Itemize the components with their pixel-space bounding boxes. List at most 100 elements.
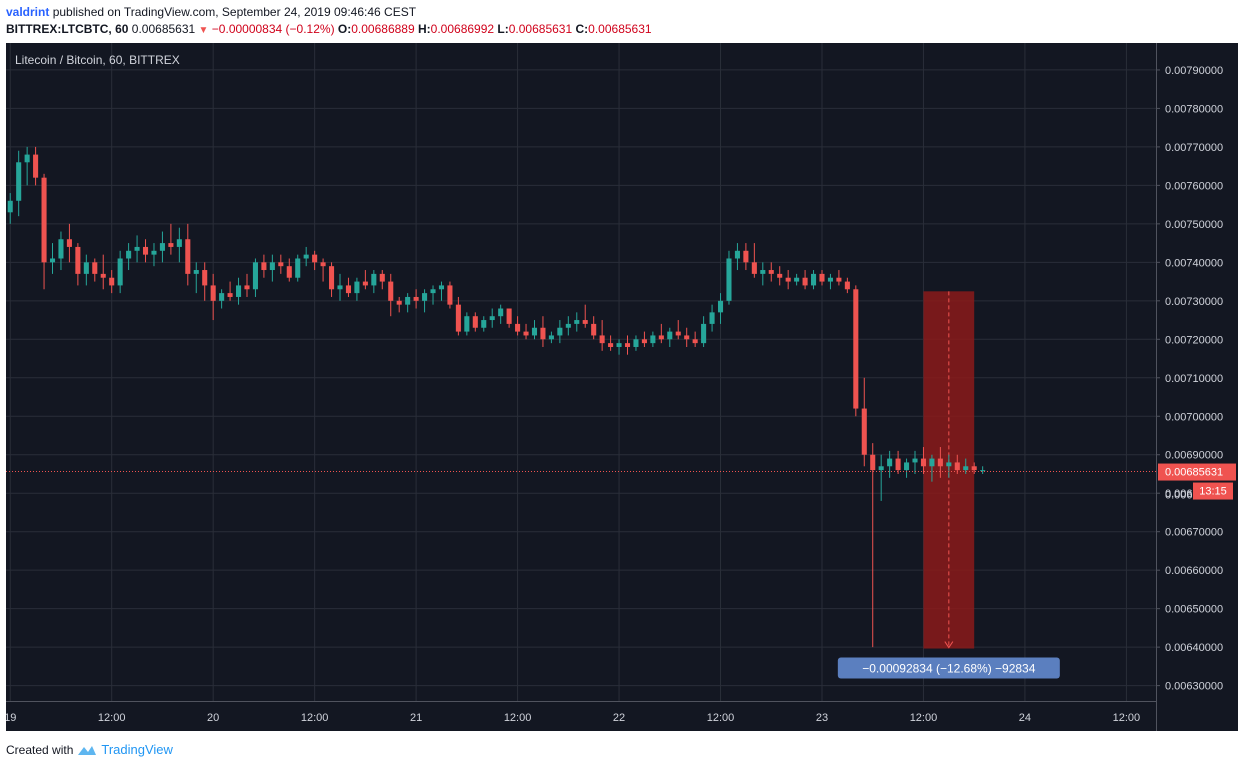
down-arrow-icon: ▼ [198, 25, 209, 36]
candle-body [658, 335, 664, 340]
candle-body [49, 258, 56, 263]
candle-body [650, 335, 656, 344]
candle-body [117, 258, 123, 286]
candle-body [210, 285, 216, 301]
y-tick-label: 0.00770000 [1165, 142, 1223, 154]
publish-header: valdrint published on TradingView.com, S… [6, 4, 652, 38]
open-label: O: [337, 22, 352, 36]
candle-body [422, 293, 428, 301]
candle-body [531, 327, 538, 336]
y-tick-label: 0.00640000 [1165, 642, 1223, 654]
candle-body [142, 246, 149, 255]
candle-body [219, 293, 225, 301]
candle-body [236, 285, 242, 297]
candle-body [844, 281, 850, 290]
candle-body [193, 270, 199, 274]
candle-body [320, 262, 326, 267]
candle-body [438, 285, 445, 290]
y-tick-label: 0.00650000 [1165, 604, 1223, 616]
y-tick-label: 0.00690000 [1165, 450, 1223, 462]
candle-body [904, 462, 910, 471]
candle-body [41, 177, 47, 263]
candle-body [777, 273, 783, 278]
author-link[interactable]: valdrint [6, 5, 50, 19]
candle-body [489, 316, 495, 321]
candle-body [633, 339, 639, 347]
candle-body [16, 162, 22, 201]
candle-body [405, 296, 411, 305]
y-tick-label: 0.00720000 [1165, 334, 1223, 346]
price-axis-background [1156, 43, 1238, 731]
candle-body [413, 296, 419, 301]
ohlc-line: BITTREX:LTCBTC, 60 0.00685631 ▼ −0.00000… [6, 21, 652, 38]
candle-body [396, 300, 402, 305]
candle-body [337, 285, 343, 290]
candle-body [734, 250, 740, 259]
y-tick-label: 0.00670000 [1165, 527, 1223, 539]
candle-body [58, 239, 64, 259]
candle-body [345, 285, 351, 294]
candle-body [286, 266, 292, 278]
candle-body [134, 246, 140, 251]
candle-body [244, 285, 250, 290]
low-label: L: [497, 22, 509, 36]
candle-body [811, 273, 817, 286]
candle-body [83, 262, 89, 274]
candlestick-chart[interactable]: 0.00630000 0.00640000 0.00650000 0.00660000… [6, 43, 1238, 731]
change-text: −0.00000834 (−0.12%) [211, 22, 335, 36]
candle-body [202, 270, 208, 286]
candle-body [887, 458, 893, 467]
candle-body [717, 300, 724, 313]
candle-body [599, 335, 605, 344]
candle-body [591, 323, 597, 336]
candle-body [362, 281, 368, 286]
x-tick-label: 24 [1019, 712, 1031, 724]
open-value: 0.00686889 [351, 22, 415, 36]
measure-arrow-head [944, 641, 954, 649]
tradingview-logo-icon[interactable] [76, 743, 98, 757]
last-price-text: 0.00685631 [131, 22, 196, 36]
candle-body [946, 462, 952, 467]
candle-body [971, 466, 977, 471]
high-label: H: [418, 22, 431, 36]
symbol-label: BITTREX:LTCBTC, 60 [6, 22, 129, 36]
y-tick-label: 0.00750000 [1165, 219, 1223, 231]
candle-body [794, 277, 800, 282]
candle-body [836, 277, 842, 282]
candle-body [185, 239, 191, 274]
candle-body [557, 327, 563, 336]
candle-body [548, 335, 554, 340]
candle-body [388, 281, 394, 301]
x-tick-label: 20 [207, 712, 219, 724]
candle-body [354, 281, 360, 294]
candle-body [582, 320, 588, 324]
candle-body [329, 266, 335, 290]
candle-body [100, 273, 106, 278]
candle-body [303, 254, 309, 259]
candle-body [92, 262, 98, 274]
close-label: C: [575, 22, 589, 36]
candle-body [371, 273, 377, 286]
candle-body [624, 343, 631, 347]
y-tick-label: 0.00710000 [1165, 373, 1223, 385]
candle-body [954, 462, 960, 471]
close-value: 0.00685631 [588, 22, 652, 36]
candle-body [692, 339, 698, 344]
candle-body [464, 316, 470, 332]
candle-body [641, 339, 647, 344]
publish-line: valdrint published on TradingView.com, S… [6, 4, 652, 21]
candle-body [379, 273, 385, 282]
candle-body [963, 466, 969, 471]
candle-body [929, 458, 935, 467]
candle-body [430, 289, 436, 294]
created-with-text: Created with [6, 742, 74, 757]
candle-body [33, 154, 39, 178]
tradingview-link[interactable]: TradingView [101, 742, 173, 757]
last-price-tag-label: 0.00685631 [1165, 467, 1223, 479]
candle-body [684, 335, 690, 340]
y-tick-label: 0.00700000 [1165, 411, 1223, 423]
candle-body [980, 470, 986, 472]
chart-area[interactable]: 0.00630000 0.00640000 0.00650000 0.00660000… [6, 43, 1238, 731]
candle-body [66, 239, 72, 247]
candle-body [802, 277, 808, 286]
